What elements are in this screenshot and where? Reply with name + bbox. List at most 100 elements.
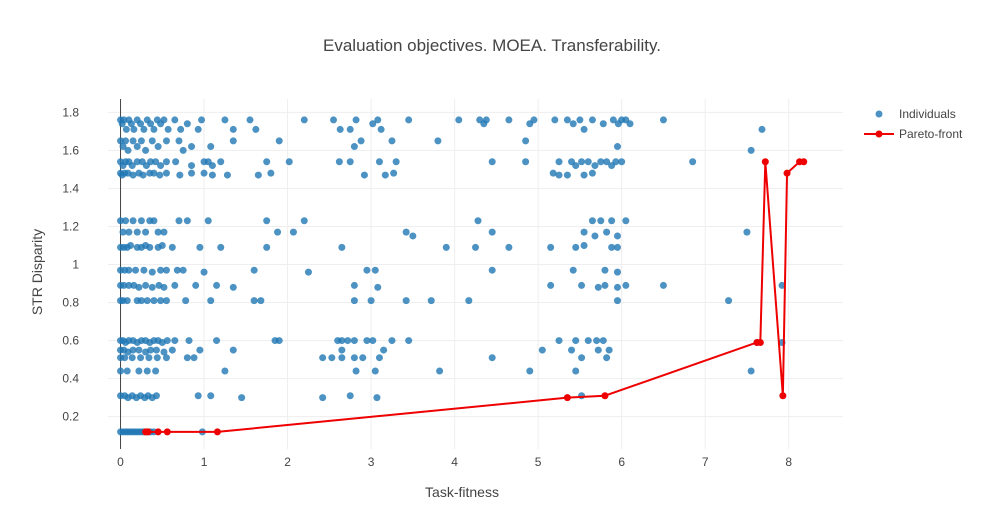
individual-point[interactable] <box>555 158 563 166</box>
individual-point[interactable] <box>158 241 166 249</box>
individual-point[interactable] <box>465 297 473 305</box>
individual-point[interactable] <box>572 243 580 251</box>
individual-point[interactable] <box>129 171 137 179</box>
individual-point[interactable] <box>274 228 282 236</box>
individual-point[interactable] <box>563 171 571 179</box>
individual-point[interactable] <box>758 125 766 133</box>
individual-point[interactable] <box>597 217 605 225</box>
individual-point[interactable] <box>584 337 592 345</box>
individual-point[interactable] <box>152 367 160 375</box>
legend-item-individuals[interactable]: Individuals <box>875 107 956 121</box>
individual-point[interactable] <box>162 169 170 177</box>
individual-point[interactable] <box>373 394 381 402</box>
individual-point[interactable] <box>346 125 354 133</box>
individual-point[interactable] <box>252 125 260 133</box>
pareto-point[interactable] <box>163 428 171 436</box>
individual-point[interactable] <box>147 158 155 166</box>
individual-point[interactable] <box>162 137 170 145</box>
individual-point[interactable] <box>130 125 138 133</box>
individual-point[interactable] <box>488 354 496 362</box>
individual-point[interactable] <box>207 392 215 400</box>
individual-point[interactable] <box>156 171 164 179</box>
individual-point[interactable] <box>135 346 143 354</box>
individual-point[interactable] <box>188 162 196 170</box>
individual-point[interactable] <box>157 162 165 170</box>
individual-point[interactable] <box>121 354 129 362</box>
individual-point[interactable] <box>601 281 609 289</box>
individual-point[interactable] <box>605 346 613 354</box>
individual-point[interactable] <box>200 268 208 276</box>
individual-point[interactable] <box>578 354 586 362</box>
individual-point[interactable] <box>263 243 271 251</box>
individual-point[interactable] <box>374 283 382 291</box>
individual-point[interactable] <box>584 158 592 166</box>
individual-point[interactable] <box>171 116 179 124</box>
individual-point[interactable] <box>455 116 463 124</box>
individual-point[interactable] <box>221 116 229 124</box>
individual-point[interactable] <box>580 228 588 236</box>
individual-point[interactable] <box>538 346 546 354</box>
individual-point[interactable] <box>139 171 147 179</box>
individual-point[interactable] <box>160 283 168 291</box>
individual-point[interactable] <box>547 281 555 289</box>
individual-point[interactable] <box>289 228 297 236</box>
individual-point[interactable] <box>402 297 410 305</box>
individual-point[interactable] <box>150 125 158 133</box>
individual-point[interactable] <box>182 297 190 305</box>
individual-point[interactable] <box>168 243 176 251</box>
individual-point[interactable] <box>148 137 156 145</box>
individual-point[interactable] <box>137 120 145 128</box>
individual-point[interactable] <box>689 158 697 166</box>
individual-point[interactable] <box>162 158 170 166</box>
individual-point[interactable] <box>522 158 530 166</box>
individual-point[interactable] <box>599 120 607 128</box>
individual-point[interactable] <box>129 217 137 225</box>
individual-point[interactable] <box>569 266 577 274</box>
individual-point[interactable] <box>140 125 148 133</box>
individual-point[interactable] <box>185 337 193 345</box>
individual-point[interactable] <box>229 283 237 291</box>
individual-point[interactable] <box>350 297 358 305</box>
individual-point[interactable] <box>608 217 616 225</box>
individual-point[interactable] <box>179 266 187 274</box>
individual-point[interactable] <box>119 143 127 151</box>
individual-point[interactable] <box>549 169 557 177</box>
individual-point[interactable] <box>578 281 586 289</box>
individual-point[interactable] <box>371 367 379 375</box>
individual-point[interactable] <box>194 125 202 133</box>
individual-point[interactable] <box>238 394 246 402</box>
individual-point[interactable] <box>613 283 621 291</box>
individual-point[interactable] <box>375 158 383 166</box>
individual-point[interactable] <box>530 116 538 124</box>
individual-point[interactable] <box>128 354 136 362</box>
individual-point[interactable] <box>160 116 168 124</box>
individual-point[interactable] <box>143 297 151 305</box>
individual-point[interactable] <box>547 243 555 251</box>
individual-point[interactable] <box>263 217 271 225</box>
individual-point[interactable] <box>172 158 180 166</box>
individual-point[interactable] <box>346 158 354 166</box>
individual-point[interactable] <box>132 266 140 274</box>
individual-point[interactable] <box>338 337 346 345</box>
individual-point[interactable] <box>183 217 191 225</box>
individual-point[interactable] <box>179 146 187 154</box>
individual-point[interactable] <box>120 116 128 124</box>
individual-point[interactable] <box>591 232 599 240</box>
individual-point[interactable] <box>173 266 181 274</box>
individual-point[interactable] <box>603 354 611 362</box>
individual-point[interactable] <box>208 162 216 170</box>
individual-point[interactable] <box>551 116 559 124</box>
individual-point[interactable] <box>594 346 602 354</box>
individual-point[interactable] <box>747 367 755 375</box>
individual-point[interactable] <box>472 243 479 251</box>
individual-point[interactable] <box>133 143 141 151</box>
individual-point[interactable] <box>162 266 170 274</box>
individual-point[interactable] <box>603 228 611 236</box>
pareto-point[interactable] <box>144 428 152 436</box>
individual-point[interactable] <box>147 120 155 128</box>
individual-point[interactable] <box>171 337 179 345</box>
individual-point[interactable] <box>217 158 225 166</box>
individual-point[interactable] <box>588 116 596 124</box>
individual-point[interactable] <box>436 367 444 375</box>
individual-point[interactable] <box>613 268 621 276</box>
